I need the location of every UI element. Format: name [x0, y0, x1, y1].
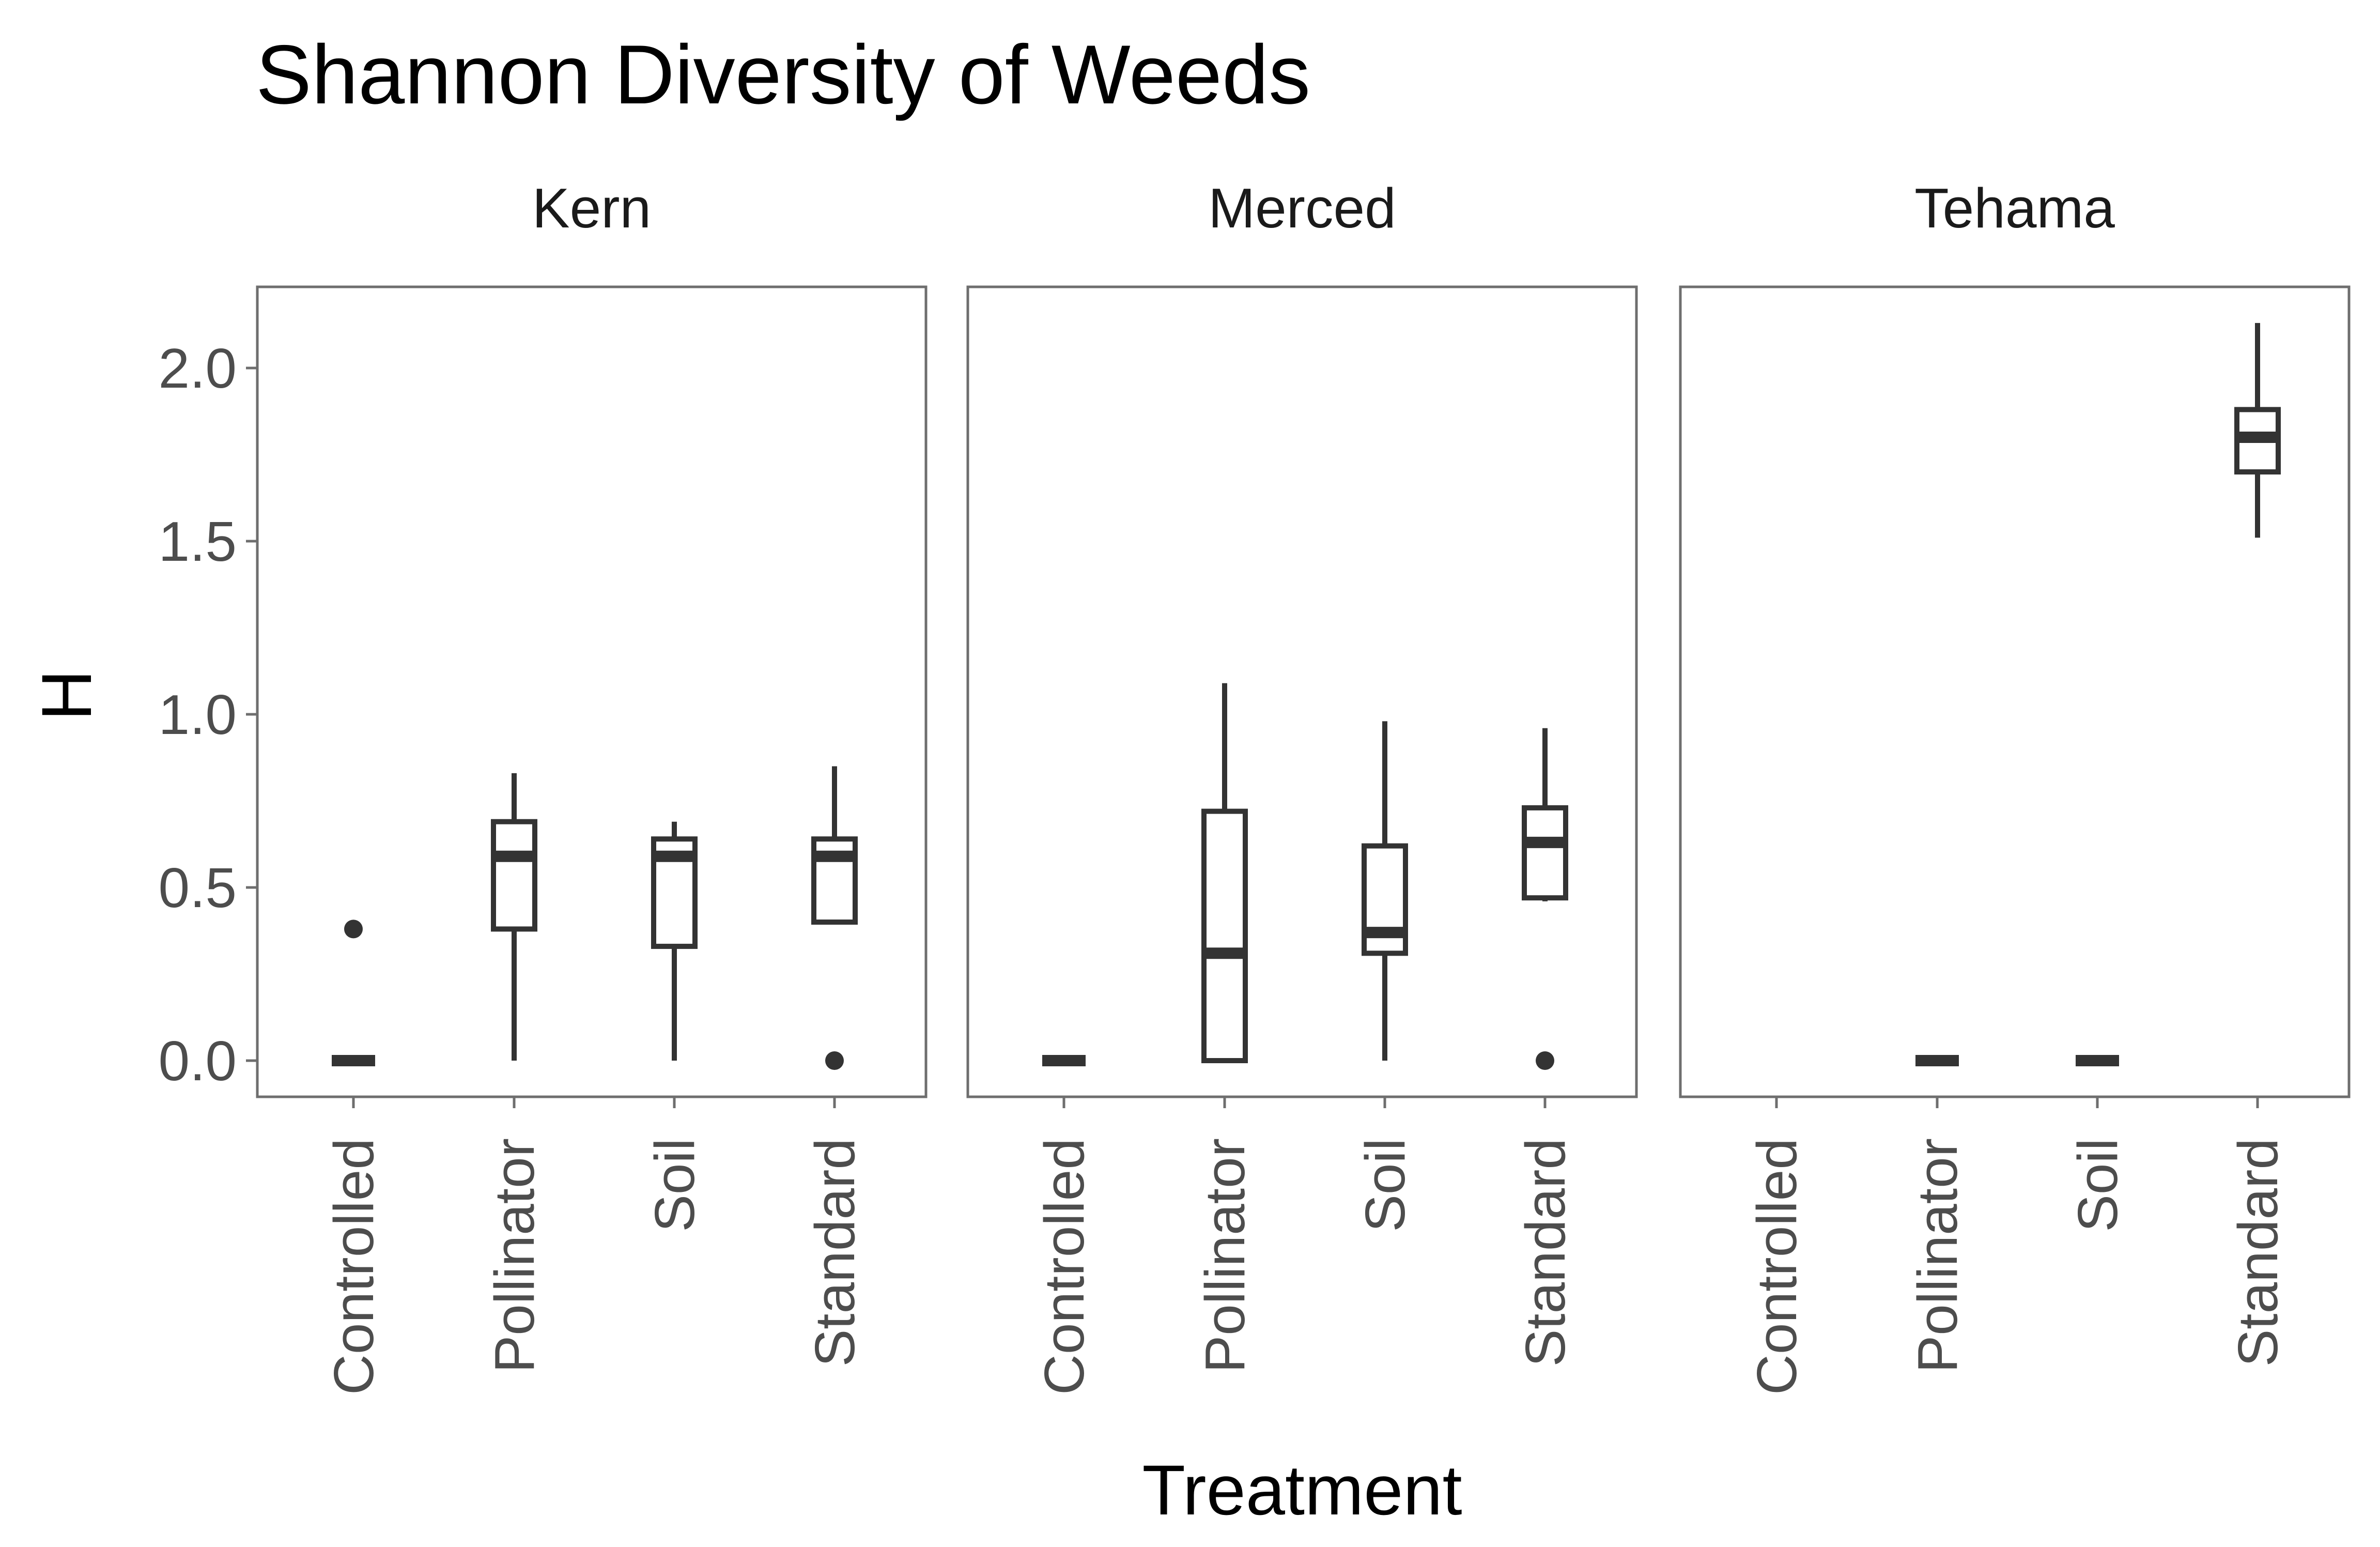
x-tick-label: Soil	[1354, 1138, 1417, 1232]
iqr-box	[1201, 808, 1248, 1063]
y-tick-label: 1.5	[158, 510, 237, 573]
iqr-box	[1522, 805, 1568, 901]
panel-border	[966, 285, 1638, 1098]
facet-label: Kern	[532, 177, 651, 240]
y-tick-label: 1.0	[158, 683, 237, 746]
x-tick-label: Standard	[1514, 1138, 1577, 1367]
box-controlled	[332, 920, 375, 1066]
y-tick-label: 0.5	[158, 856, 237, 920]
box-standard	[2234, 323, 2281, 538]
y-axis-title: H	[27, 670, 106, 721]
x-tick-label: Pollinator	[1906, 1138, 1969, 1373]
y-axis: 0.0 0.5 1.0 1.5 2.0	[158, 337, 257, 1093]
box-pollinator	[1201, 683, 1248, 1063]
outlier-point	[825, 1051, 844, 1070]
y-tick-label: 0.0	[158, 1030, 237, 1093]
facet-panel-merced: Merced Controlled Pollinator Soil Standard	[966, 177, 1638, 1395]
facet-label: Merced	[1208, 177, 1396, 240]
x-tick-label: Soil	[2066, 1138, 2129, 1232]
box-standard	[811, 766, 858, 1070]
chart-title: Shannon Diversity of Weeds	[256, 28, 1310, 121]
x-axis-title: Treatment	[1142, 1451, 1462, 1530]
box-pollinator	[491, 773, 537, 1061]
x-tick-label: Soil	[643, 1138, 706, 1232]
box-soil	[1362, 721, 1408, 1061]
x-tick-label: Pollinator	[483, 1138, 546, 1373]
x-tick-label: Standard	[803, 1138, 867, 1367]
box-standard	[1522, 728, 1568, 1070]
x-tick-label: Controlled	[1033, 1138, 1096, 1395]
facet-panel-tehama: Tehama Controlled Pollinator Soil Standard	[1679, 177, 2351, 1395]
iqr-box	[491, 819, 537, 932]
facet-panel-kern: Kern Controlled Pollinator Soil Standard	[256, 177, 928, 1395]
box-soil	[651, 821, 698, 1061]
y-tick-label: 2.0	[158, 337, 237, 400]
x-tick-label: Pollinator	[1194, 1138, 1257, 1373]
outlier-point	[344, 920, 363, 939]
x-tick-label: Standard	[2227, 1138, 2290, 1367]
panel-border	[256, 285, 928, 1098]
x-tick-label: Controlled	[1745, 1138, 1809, 1395]
outlier-point	[1536, 1051, 1554, 1070]
x-tick-label: Controlled	[322, 1138, 385, 1395]
facet-label: Tehama	[1914, 177, 2115, 240]
